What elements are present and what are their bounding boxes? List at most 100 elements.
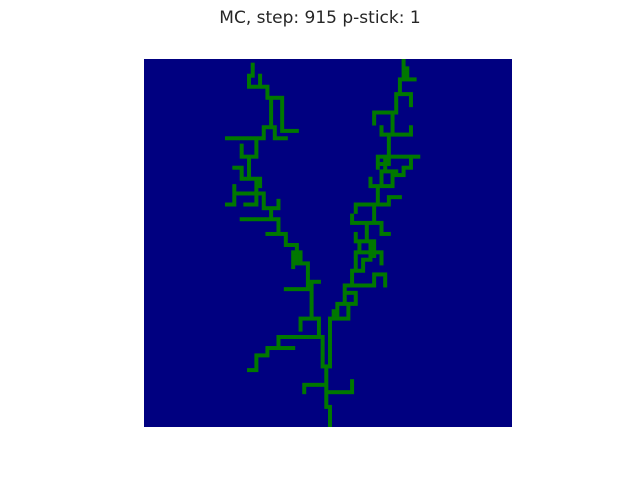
aggregate-cell	[372, 246, 377, 251]
aggregate-cell	[350, 390, 355, 395]
aggregate-cell	[269, 231, 274, 236]
aggregate-cell	[383, 184, 388, 189]
aggregate-cell	[372, 272, 377, 277]
aggregate-cell	[342, 301, 347, 306]
aggregate-cell	[291, 257, 296, 262]
aggregate-cell	[320, 335, 325, 339]
aggregate-cell	[368, 239, 373, 244]
aggregate-cell	[375, 198, 380, 203]
aggregate-cell	[383, 165, 388, 170]
aggregate-cell	[272, 231, 277, 236]
aggregate-cell	[243, 154, 248, 159]
aggregate-cell	[372, 239, 377, 244]
aggregate-cell	[379, 272, 384, 277]
aggregate-cell	[372, 209, 377, 214]
aggregate-cell	[368, 283, 373, 288]
aggregate-cell	[239, 217, 244, 222]
aggregate-cell	[408, 99, 413, 104]
aggregate-cell	[368, 202, 373, 207]
aggregate-cell	[328, 338, 332, 343]
aggregate-cell	[294, 250, 299, 255]
aggregate-cell	[401, 154, 406, 159]
aggregate-cell	[390, 110, 395, 115]
aggregate-cell	[309, 316, 314, 321]
aggregate-cell	[280, 128, 285, 133]
aggregate-cell	[408, 125, 413, 130]
aggregate-cell	[357, 250, 362, 255]
aggregate-cell	[269, 106, 274, 111]
aggregate-cell	[361, 265, 366, 270]
aggregate-cell	[287, 128, 292, 133]
aggregate-cell	[302, 386, 307, 391]
aggregate-cell	[364, 228, 369, 233]
aggregate-cell	[254, 353, 259, 358]
aggregate-cell	[390, 117, 395, 122]
aggregate-cell	[298, 335, 303, 339]
aggregate-cell	[375, 184, 380, 189]
aggregate-cell	[342, 283, 347, 288]
aggregate-cell	[328, 404, 332, 409]
aggregate-cell	[383, 283, 388, 288]
aggregate-cell	[280, 103, 285, 108]
aggregate-cell	[328, 353, 332, 358]
aggregate-cell	[254, 368, 259, 373]
aggregate-cell	[379, 128, 384, 133]
aggregate-cell	[342, 390, 347, 395]
aggregate-cell	[269, 117, 274, 122]
aggregate-cell	[379, 169, 384, 174]
aggregate-cell	[383, 110, 388, 115]
aggregate-cell	[379, 202, 384, 207]
aggregate-cell	[272, 128, 277, 133]
aggregate-cell	[383, 276, 388, 281]
aggregate-cell	[298, 323, 303, 328]
aggregate-cell	[261, 191, 266, 196]
aggregate-cell	[328, 390, 332, 395]
aggregate-cell	[405, 154, 410, 159]
aggregate-cell	[364, 250, 369, 255]
aggregate-cell	[247, 158, 252, 163]
aggregate-cell	[302, 390, 307, 395]
aggregate-cell	[254, 187, 259, 192]
aggregate-cell	[386, 136, 391, 141]
aggregate-cell	[372, 217, 377, 222]
aggregate-cell	[309, 290, 314, 295]
aggregate-cell	[316, 316, 321, 321]
aggregate-cell	[350, 279, 355, 284]
aggregate-cell	[324, 397, 329, 402]
aggregate-cell	[328, 331, 332, 336]
aggregate-cell	[350, 379, 355, 384]
aggregate-cell	[331, 316, 336, 321]
aggregate-cell	[328, 408, 332, 413]
aggregate-cell	[397, 81, 402, 86]
aggregate-cell	[228, 136, 233, 141]
aggregate-cell	[320, 342, 325, 347]
aggregate-cell	[291, 287, 296, 292]
aggregate-cell	[320, 346, 325, 351]
aggregate-cell	[283, 335, 288, 339]
aggregate-cell	[316, 331, 321, 336]
aggregate-cell	[302, 261, 307, 266]
aggregate-cell	[324, 371, 329, 376]
aggregate-cell	[316, 327, 321, 332]
aggregate-cell	[309, 287, 314, 292]
aggregate-cell	[280, 95, 285, 100]
aggregate-cell	[276, 95, 281, 100]
aggregate-cell	[401, 62, 406, 67]
aggregate-cell	[324, 390, 329, 395]
aggregate-cell	[372, 254, 377, 259]
aggregate-cell	[357, 220, 362, 225]
aggregate-cell	[379, 125, 384, 130]
aggregate-cell	[265, 346, 270, 351]
aggregate-cell	[269, 206, 274, 211]
aggregate-cell	[375, 154, 380, 159]
aggregate-cell	[401, 59, 406, 63]
aggregate-cell	[383, 202, 388, 207]
aggregate-cell	[342, 298, 347, 303]
aggregate-cell	[346, 283, 351, 288]
aggregate-cell	[247, 73, 252, 78]
aggregate-cell	[372, 121, 377, 126]
aggregate-cell	[305, 287, 310, 292]
aggregate-cell	[254, 364, 259, 369]
aggregate-cell	[265, 88, 270, 93]
